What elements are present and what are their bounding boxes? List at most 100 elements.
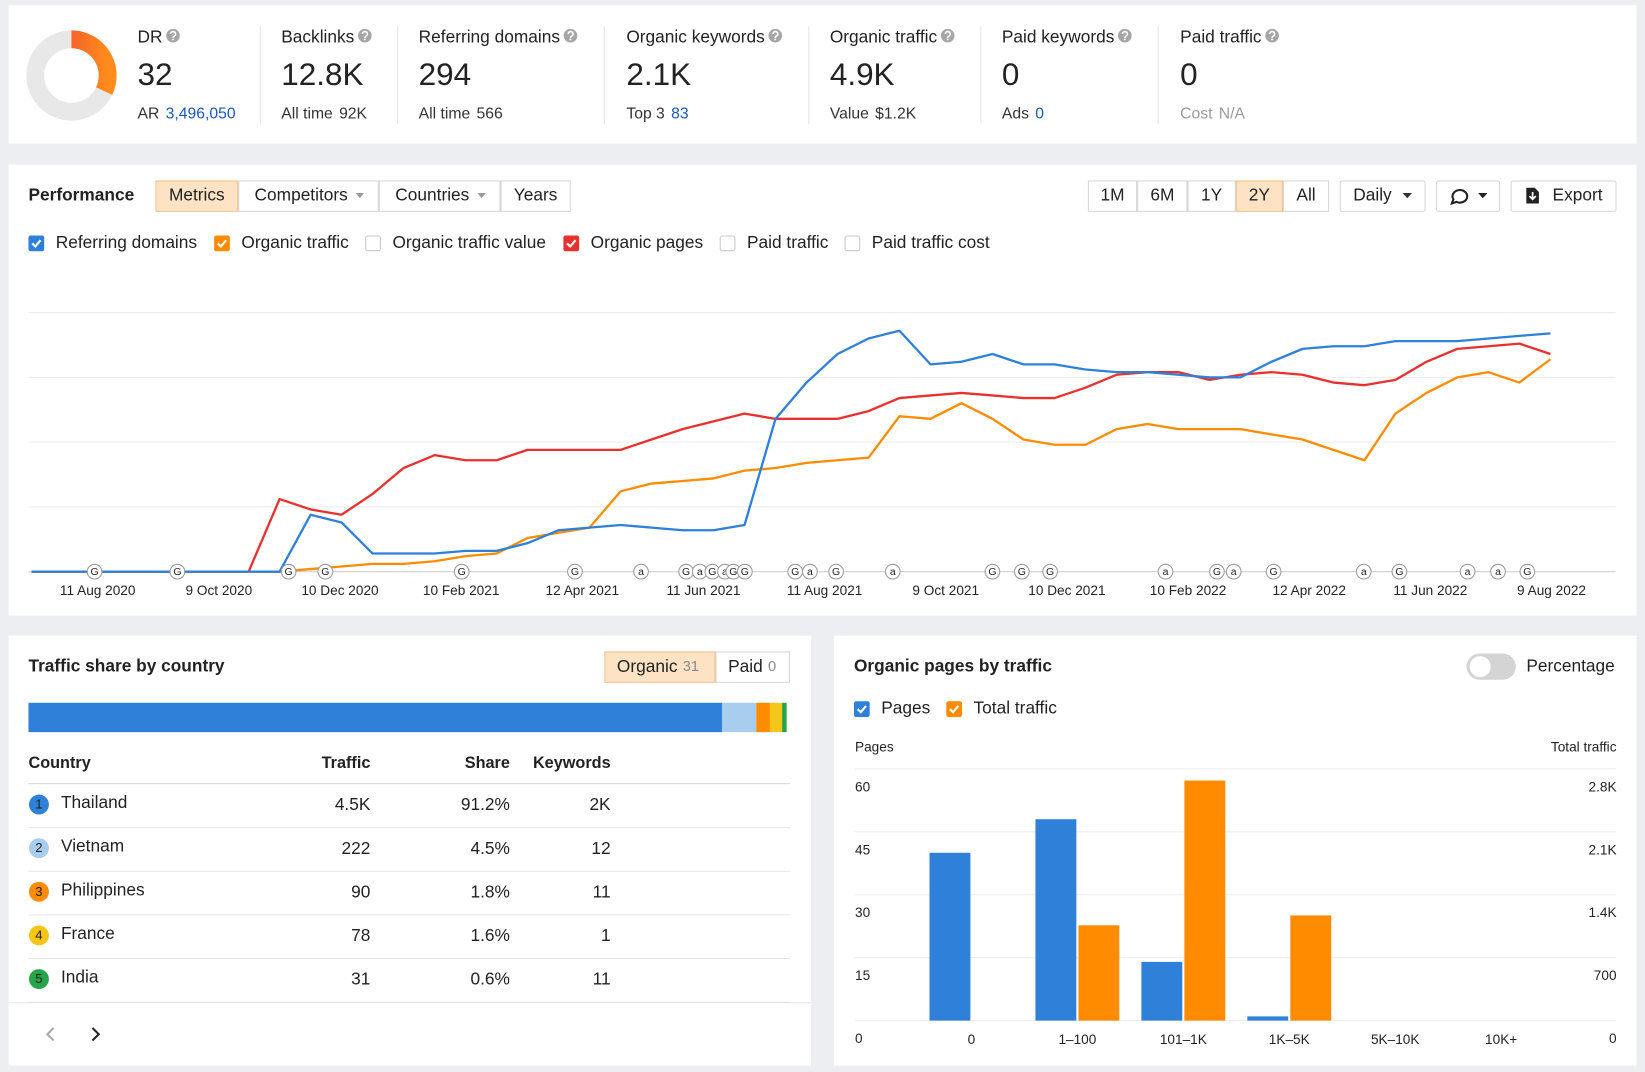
event-marker[interactable]: [737, 563, 753, 580]
metric-label: Organic traffic: [830, 26, 938, 46]
country-name: India: [61, 967, 99, 987]
column-header: Share: [465, 754, 510, 772]
toggle-label: Percentage: [1526, 656, 1614, 676]
range-button[interactable]: [1087, 180, 1138, 212]
share-value: 91.2%: [461, 794, 510, 814]
event-marker[interactable]: [1519, 563, 1536, 580]
range-button[interactable]: [1137, 180, 1188, 212]
help-icon-dot: [946, 38, 949, 41]
event-marker[interactable]: [453, 563, 470, 580]
next-arrow[interactable]: [91, 1027, 101, 1042]
event-marker[interactable]: [1225, 563, 1242, 580]
keywords-value[interactable]: 11: [593, 881, 611, 901]
series-line: [31, 329, 1551, 573]
interval-label: Daily: [1353, 185, 1392, 205]
x-tick-label: 1K–5K: [1269, 1032, 1310, 1047]
event-marker[interactable]: [802, 563, 818, 580]
legend-label: Referring domains: [56, 232, 198, 252]
x-tick-label: 10 Dec 2021: [1028, 583, 1105, 598]
event-marker[interactable]: [1459, 563, 1476, 580]
y2-tick-label: 700: [1594, 968, 1617, 983]
keywords-value[interactable]: 1: [601, 925, 611, 945]
event-marker[interactable]: [1265, 563, 1282, 580]
help-icon: [1118, 28, 1132, 43]
help-icon-glyph: [1268, 30, 1276, 38]
checkbox[interactable]: [365, 235, 381, 252]
metric-label: Organic keywords: [626, 26, 765, 46]
export-button[interactable]: [1510, 180, 1617, 212]
keywords-value[interactable]: 12: [591, 838, 610, 858]
event-marker[interactable]: [1042, 563, 1058, 580]
event-marker[interactable]: [633, 563, 649, 580]
event-marker[interactable]: [984, 563, 1001, 580]
keywords-value[interactable]: 11: [593, 969, 611, 989]
metric-sub: Cost N/A: [1180, 105, 1245, 122]
range-button[interactable]: [1282, 180, 1330, 212]
event-marker[interactable]: [1391, 563, 1408, 580]
event-marker[interactable]: [1209, 563, 1225, 580]
event-marker[interactable]: [1013, 563, 1030, 580]
event-marker[interactable]: [828, 563, 845, 580]
legend-label: Organic traffic: [241, 232, 349, 252]
help-icon: [563, 28, 578, 43]
keywords-value[interactable]: 2K: [589, 794, 611, 814]
country-panel: [8, 635, 811, 1066]
checkbox[interactable]: [214, 235, 230, 252]
metric-sub-label: All time: [281, 105, 333, 122]
metric-sub-value: $1.2K: [875, 105, 917, 122]
traffic-value: 31: [351, 969, 370, 989]
metric-sub: All time 92K: [281, 105, 367, 122]
range-label: 2Y: [1249, 185, 1271, 205]
event-marker[interactable]: [1355, 563, 1372, 580]
toggle-button[interactable]: [604, 651, 716, 683]
y-tick-label: 0: [855, 1031, 863, 1046]
event-marker[interactable]: [567, 563, 583, 580]
range-button[interactable]: [1187, 180, 1236, 212]
event-marker-label: G: [1395, 567, 1403, 578]
event-marker[interactable]: [884, 563, 901, 580]
legend-label: Organic traffic value: [392, 232, 546, 252]
event-marker[interactable]: [86, 563, 103, 580]
metric-label: Paid traffic: [1180, 26, 1262, 46]
event-marker[interactable]: [169, 563, 186, 580]
event-marker[interactable]: [280, 563, 297, 580]
event-marker[interactable]: [1490, 563, 1506, 580]
event-marker[interactable]: [317, 563, 334, 580]
checkbox[interactable]: [946, 701, 963, 717]
rank-number: 5: [35, 971, 42, 986]
tab-button[interactable]: [238, 180, 379, 212]
help-icon-glyph: [772, 30, 779, 38]
toggle-button[interactable]: [715, 651, 790, 683]
x-tick-label: 11 Aug 2020: [60, 583, 136, 598]
help-icon: [357, 28, 372, 43]
event-marker-label: G: [173, 567, 181, 578]
tab-label: Years: [514, 185, 558, 205]
traffic-value: 4.5K: [335, 794, 371, 814]
checkbox[interactable]: [719, 235, 736, 252]
checkbox[interactable]: [844, 235, 861, 252]
event-marker-label: G: [741, 567, 749, 578]
checkbox[interactable]: [563, 235, 580, 252]
interval-button[interactable]: [1339, 180, 1426, 212]
event-marker-label: a: [890, 567, 896, 578]
checkbox[interactable]: [853, 701, 870, 717]
tab-button[interactable]: [378, 180, 501, 212]
y-axis-title: Pages: [855, 739, 894, 754]
performance-panel: [8, 164, 1637, 616]
range-button[interactable]: [1235, 180, 1283, 212]
prev-arrow[interactable]: [45, 1027, 55, 1042]
column-header: Country: [28, 754, 90, 772]
tab-button[interactable]: [155, 180, 239, 212]
checkmark: [856, 705, 867, 714]
x-tick-label: 0: [968, 1032, 976, 1047]
export-arrow: [1528, 191, 1537, 201]
checkbox[interactable]: [28, 235, 45, 252]
tab-button[interactable]: [500, 180, 571, 212]
metric-value: 32: [138, 57, 173, 92]
metric-label: Backlinks: [281, 26, 354, 46]
help-icon-glyph: [361, 30, 369, 38]
rank-number: 2: [35, 840, 42, 855]
panel-title: Traffic share by country: [28, 656, 224, 676]
metric-sub-value: 83: [671, 105, 689, 122]
event-marker[interactable]: [1157, 563, 1174, 580]
